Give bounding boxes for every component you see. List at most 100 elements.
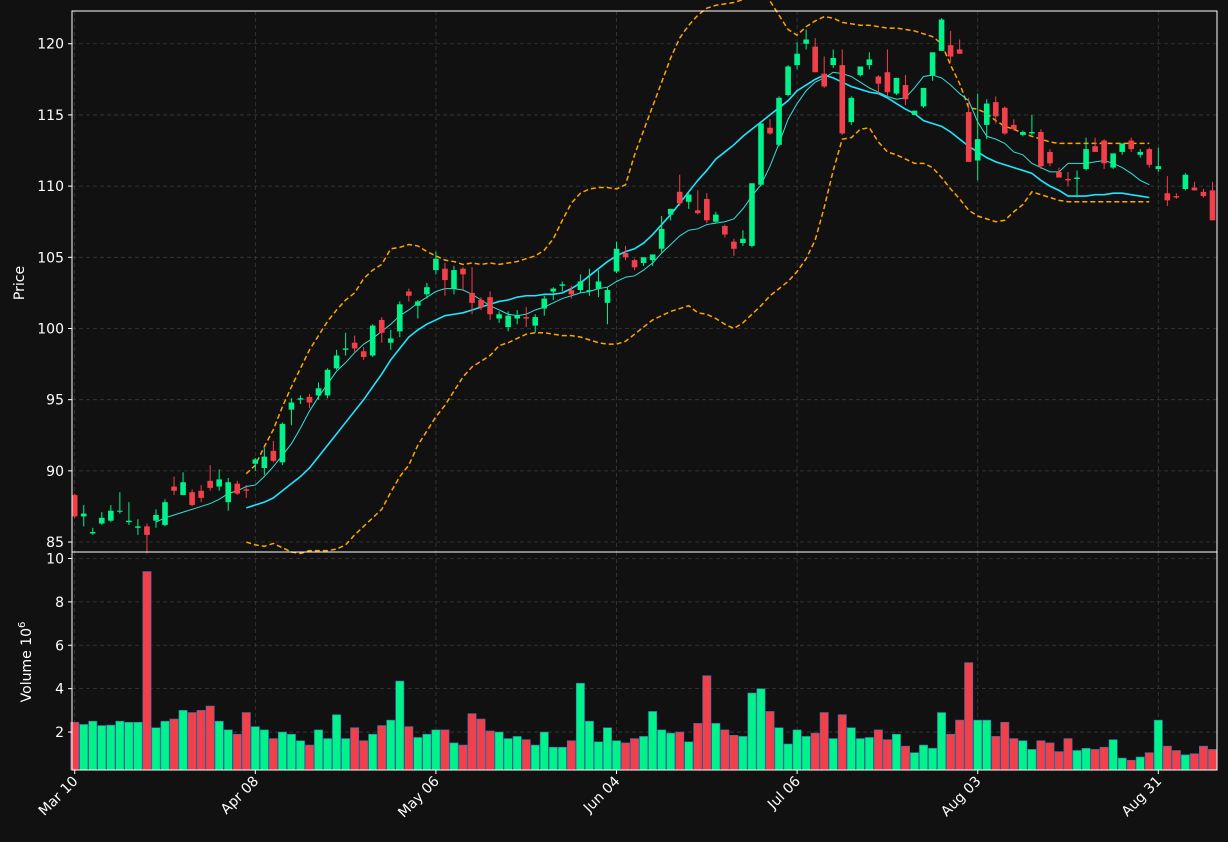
candle [406, 288, 412, 302]
price-grid [72, 11, 1217, 552]
candle [189, 489, 195, 507]
volume-bar [1000, 721, 1010, 771]
candle-body [234, 483, 241, 494]
volume-bar [422, 733, 432, 771]
candle [577, 274, 584, 293]
candle-body [1173, 196, 1180, 198]
candles [71, 18, 1216, 554]
candle [351, 335, 358, 353]
volume-bar [205, 705, 215, 771]
candle-body [776, 97, 782, 145]
candle-body [956, 49, 963, 54]
candle-body [1065, 178, 1071, 181]
candle-body [135, 526, 141, 528]
volume-bar [503, 738, 513, 771]
volume-bar [160, 720, 170, 771]
volume-bar [621, 742, 630, 771]
candle [1182, 173, 1189, 191]
candle-body [785, 66, 791, 95]
candle-body [279, 423, 286, 463]
candle-body [487, 297, 493, 315]
candle [694, 190, 701, 215]
volume-axis-label: Volume 106 [17, 622, 35, 703]
candle [433, 251, 439, 275]
candle-body [929, 52, 936, 76]
candle [297, 395, 304, 404]
candle-body [1200, 191, 1207, 197]
candle [487, 291, 493, 320]
candle-body [658, 228, 665, 249]
volume-bar [530, 744, 540, 771]
candle-body [89, 532, 96, 534]
volume-bar [846, 727, 856, 771]
volume-bar [268, 738, 278, 771]
volume-bar [413, 737, 423, 771]
volume-bar [124, 721, 134, 771]
volume-bar [882, 739, 892, 771]
volume-bar [891, 733, 901, 771]
candle [884, 49, 891, 97]
candle-body [1038, 132, 1044, 167]
candle-body [1191, 187, 1198, 191]
candle [216, 469, 222, 491]
candle-body [920, 87, 927, 107]
candle-body [983, 103, 990, 125]
candle [523, 307, 530, 328]
candle [740, 230, 746, 246]
candle [369, 324, 376, 357]
volume-bar [973, 719, 983, 771]
volume-bar [350, 727, 360, 771]
volume-bar [97, 725, 107, 771]
volume-bar [964, 662, 974, 771]
volume-bar [1045, 742, 1055, 771]
volume-tick-label: 10 [46, 552, 64, 568]
volume-bar [639, 736, 649, 771]
candle [324, 368, 331, 399]
candle-body [153, 514, 159, 521]
candle [261, 448, 268, 476]
candle-body [243, 489, 250, 491]
candle-body [189, 492, 195, 506]
candle [1065, 171, 1071, 187]
candle [1011, 119, 1017, 131]
candle [559, 281, 566, 292]
candle [315, 382, 322, 400]
candle [1146, 147, 1153, 168]
candle [1020, 130, 1026, 137]
candle-body [550, 288, 557, 292]
volume-bar [765, 711, 775, 771]
volume-bar [169, 718, 179, 771]
candle-body [902, 85, 909, 100]
volume-bar [657, 729, 667, 771]
candle-body [622, 253, 629, 258]
volume-bar [747, 692, 757, 771]
volume-bar [711, 723, 721, 771]
candle-body [866, 59, 873, 66]
volume-bar [440, 729, 450, 771]
candle-body [965, 112, 972, 162]
candle [685, 193, 692, 209]
volume-bar [142, 571, 152, 771]
candle [893, 77, 900, 95]
volume-bar [1018, 740, 1028, 771]
candle-body [288, 402, 295, 410]
candle-body [767, 127, 773, 134]
candle [848, 96, 855, 125]
candle [785, 65, 791, 97]
candle [794, 42, 800, 70]
candle [541, 295, 548, 316]
candle-body [433, 258, 439, 271]
volume-bar [277, 731, 287, 771]
volume-bar [837, 714, 847, 771]
candle [1164, 176, 1171, 207]
price-tick-label: 110 [37, 179, 64, 195]
volume-bar [1090, 749, 1100, 771]
candle [451, 265, 457, 295]
candle-body [171, 486, 177, 491]
bollinger-bands [245, 0, 1150, 555]
candle-body [442, 268, 448, 281]
volume-bar [819, 712, 829, 771]
volume-bar [521, 739, 531, 771]
